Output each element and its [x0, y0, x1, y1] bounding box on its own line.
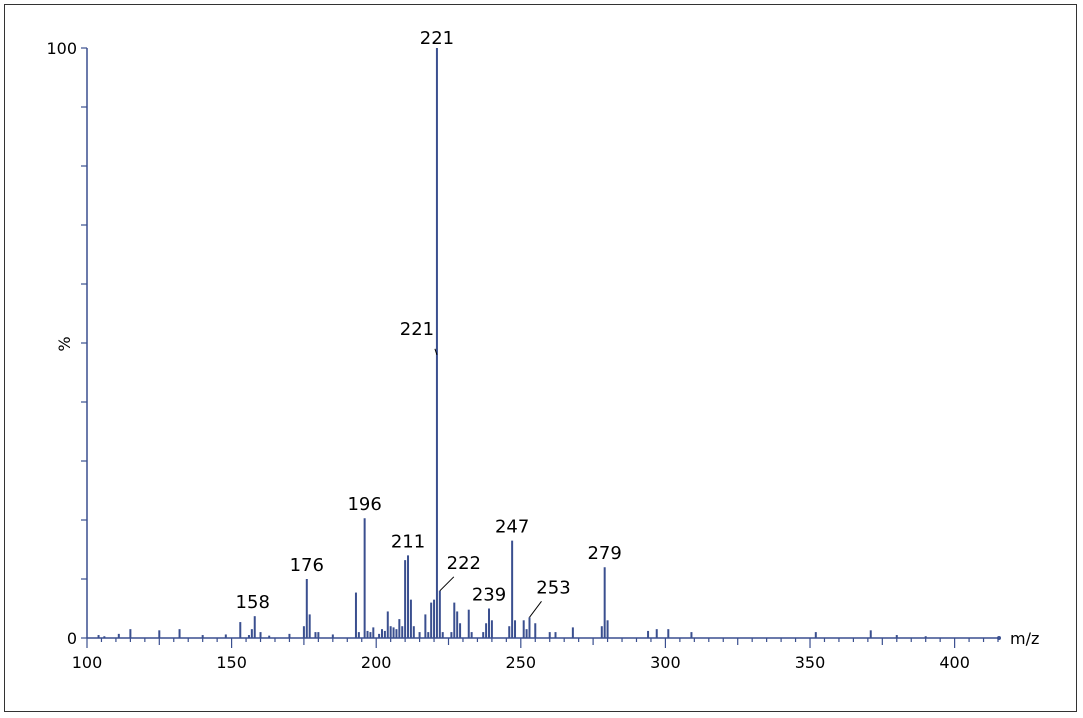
- x-tick-label: 400: [939, 653, 970, 672]
- x-tick-label: 150: [216, 653, 247, 672]
- y-tick-label: 0: [67, 629, 77, 648]
- peak-bars: [97, 48, 927, 638]
- peak-label: 158: [236, 592, 270, 613]
- peak-label-leader: [439, 576, 455, 592]
- peak-label: 247: [495, 517, 529, 538]
- peak-labels: 221 221 196 211 222 176 158 239 247 253 279: [236, 28, 622, 618]
- y-tick-label: 100: [46, 39, 77, 58]
- peak-label-leader: [434, 348, 438, 355]
- peak-label: 221: [400, 319, 434, 340]
- peak-label: 253: [536, 577, 570, 598]
- peak-label: 176: [290, 555, 324, 576]
- x-tick-label: 300: [650, 653, 681, 672]
- peak-label: 279: [587, 543, 621, 564]
- chart-frame: [4, 4, 1077, 712]
- x-tick-label: 250: [506, 653, 537, 672]
- peak-label: 222: [447, 553, 481, 574]
- peak-label: 211: [391, 531, 425, 552]
- peak-label: 239: [472, 585, 506, 606]
- x-axis-label: m/z: [1010, 629, 1039, 648]
- peak-label-leader: [529, 601, 542, 618]
- peak-label: 196: [347, 494, 381, 515]
- y-axis-label: %: [55, 336, 74, 351]
- x-tick-label: 350: [795, 653, 826, 672]
- x-tick-label: 100: [72, 653, 103, 672]
- axes: 0 100 100 150 200 250 300 350 400: [46, 39, 1001, 672]
- peak-label: 221: [420, 28, 454, 49]
- x-tick-label: 200: [361, 653, 392, 672]
